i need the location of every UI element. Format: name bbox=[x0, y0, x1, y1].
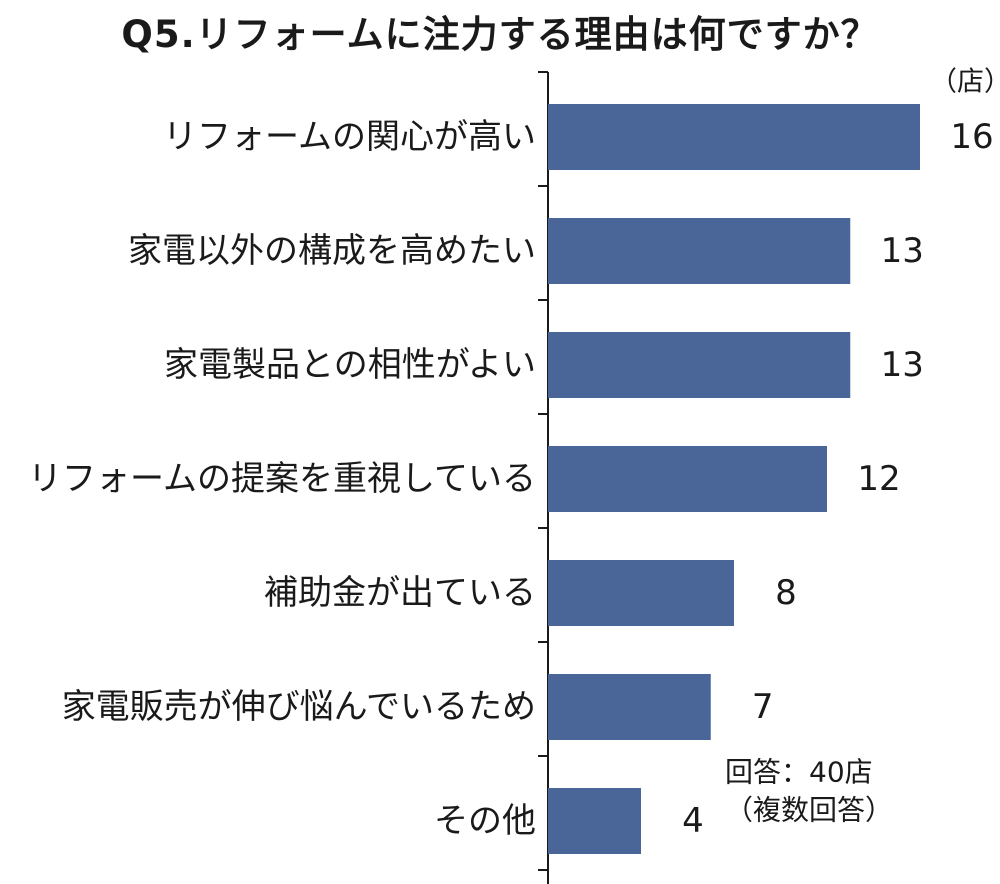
category-label: リフォームの提案を重視している bbox=[28, 459, 536, 499]
response-note: （複数回答） bbox=[725, 794, 893, 827]
category-label: 家電販売が伸び悩んでいるため bbox=[62, 687, 536, 727]
data-label: 8 bbox=[775, 573, 797, 613]
unit-label: （店） bbox=[930, 67, 1000, 98]
response-note: 回答：40店 bbox=[725, 756, 873, 789]
data-label: 13 bbox=[881, 345, 924, 385]
data-label: 16 bbox=[950, 117, 993, 157]
bar bbox=[548, 332, 851, 398]
category-label: リフォームの関心が高い bbox=[163, 117, 536, 157]
chart-title: Q5.リフォームに注力する理由は何ですか？ bbox=[121, 13, 879, 56]
bar bbox=[548, 446, 827, 512]
category-label: 家電以外の構成を高めたい bbox=[128, 231, 536, 271]
bar bbox=[548, 788, 641, 854]
category-label: 家電製品との相性がよい bbox=[164, 345, 536, 385]
bar bbox=[548, 104, 920, 170]
data-label: 12 bbox=[857, 459, 900, 499]
bar bbox=[548, 674, 711, 740]
data-label: 13 bbox=[881, 231, 924, 271]
category-label: その他 bbox=[434, 801, 536, 841]
bar bbox=[548, 560, 734, 626]
data-label: 7 bbox=[752, 687, 774, 727]
data-label: 4 bbox=[682, 801, 704, 841]
bar bbox=[548, 218, 851, 284]
category-label: 補助金が出ている bbox=[264, 573, 536, 613]
